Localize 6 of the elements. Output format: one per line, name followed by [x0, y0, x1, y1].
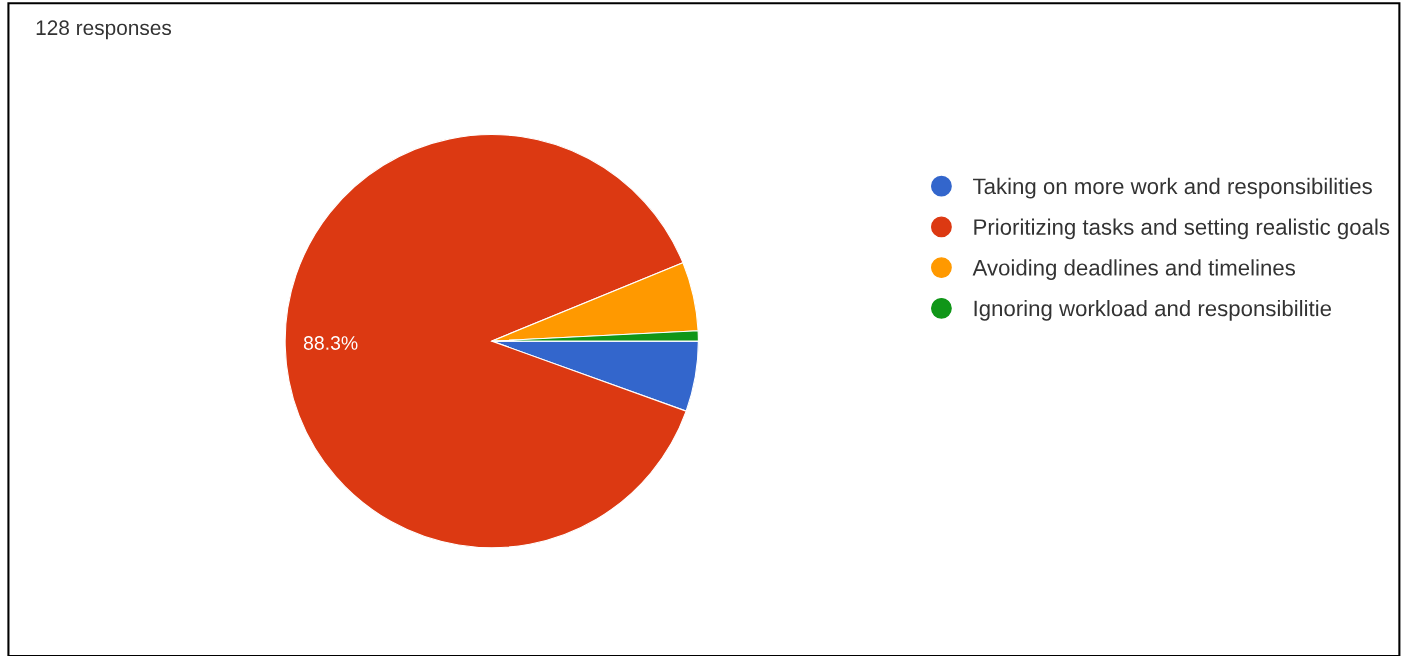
data-label: 88.3%	[303, 336, 358, 350]
legend-label: Prioritizing tasks and setting realistic goals	[974, 218, 1390, 240]
legend-label: Ignoring workload and responsibilitie	[974, 300, 1332, 321]
legend-label: Avoiding deadlines and timelines	[972, 259, 1296, 280]
text: 128 responses	[36, 20, 172, 40]
legend-label: Taking on more work and responsibilities	[973, 177, 1372, 199]
